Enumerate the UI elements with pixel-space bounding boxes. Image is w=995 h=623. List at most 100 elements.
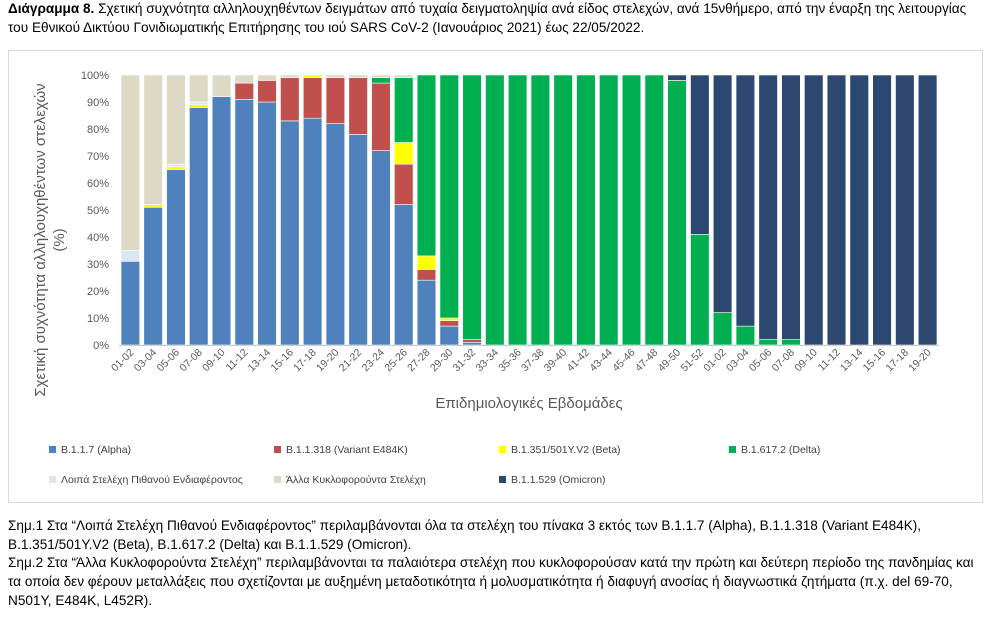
bar-segment bbox=[872, 74, 892, 346]
bar-segment bbox=[804, 74, 824, 346]
x-tick-label: 13-14 bbox=[246, 347, 274, 375]
x-tick-label: 17-18 bbox=[883, 347, 911, 375]
bar-segment bbox=[371, 82, 391, 151]
bar-segment bbox=[553, 74, 573, 346]
bar-segment bbox=[325, 77, 346, 124]
bar-segment bbox=[280, 77, 300, 122]
x-tick-label: 21-22 bbox=[337, 347, 365, 375]
legend-swatch bbox=[499, 446, 506, 453]
bar-segment bbox=[917, 74, 938, 346]
bar-segment bbox=[416, 269, 437, 281]
x-tick-label: 19-20 bbox=[906, 347, 934, 375]
bar-segment bbox=[211, 96, 232, 346]
x-tick-label: 45-46 bbox=[610, 347, 638, 375]
bar-segment bbox=[348, 134, 368, 346]
x-tick-label: 01-02 bbox=[701, 347, 729, 375]
x-tick-label: 35-36 bbox=[496, 347, 524, 375]
bar-segment bbox=[462, 339, 482, 343]
bar-segment bbox=[507, 74, 528, 346]
bar-segment bbox=[599, 74, 619, 346]
legend-swatch bbox=[274, 446, 281, 453]
x-tick-label: 03-04 bbox=[724, 347, 752, 375]
bar-segment bbox=[735, 74, 756, 327]
bar-segment bbox=[143, 74, 163, 205]
y-tick-label: 20% bbox=[87, 286, 109, 298]
y-tick-label: 70% bbox=[87, 151, 109, 163]
x-tick-label: 07-08 bbox=[770, 347, 798, 375]
bar-segment bbox=[325, 74, 346, 78]
x-tick-label: 23-24 bbox=[360, 347, 388, 375]
y-tick-label: 100% bbox=[81, 70, 109, 82]
x-tick-label: 11-12 bbox=[223, 347, 250, 374]
bar-segment bbox=[439, 325, 459, 346]
caption-text: Σχετική συχνότητα αλληλουχηθέντων δειγμά… bbox=[8, 1, 967, 35]
chart-frame: 0% 10% 20% 30% 40% 50% 60% 70% 80% 90% 100% 01-02 03… bbox=[8, 50, 983, 503]
x-tick-label: 09-10 bbox=[792, 347, 820, 375]
legend-swatch bbox=[729, 446, 736, 453]
bar-segment bbox=[485, 74, 505, 346]
bar-segment bbox=[143, 204, 163, 208]
bar-segment bbox=[644, 74, 664, 346]
bar-segment bbox=[143, 207, 163, 346]
bar-segment bbox=[257, 101, 277, 346]
bar-segment bbox=[394, 204, 414, 346]
x-tick-label: 11-12 bbox=[816, 347, 843, 374]
bar-segment bbox=[166, 169, 186, 346]
y-tick-label: 10% bbox=[87, 313, 109, 325]
x-tick-label: 31-32 bbox=[451, 347, 479, 375]
x-tick-label: 29-30 bbox=[428, 347, 456, 375]
bar-segment bbox=[325, 123, 346, 346]
bar-segment bbox=[234, 82, 254, 100]
footnote-2: Σημ.2 Στα “Άλλα Κυκλοφορούντα Στελέχη” π… bbox=[8, 555, 974, 608]
legend-label: B.1.1.529 (Omicron) bbox=[511, 474, 606, 486]
bar-segment bbox=[781, 339, 801, 346]
bar-segment bbox=[166, 163, 186, 168]
x-tick-label: 39-40 bbox=[542, 347, 570, 375]
legend-label: B.1.351/501Y.V2 (Beta) bbox=[511, 444, 621, 456]
bar-segment bbox=[166, 166, 186, 170]
bar-segment bbox=[849, 74, 869, 346]
x-tick-label: 37-38 bbox=[519, 347, 547, 375]
x-tick-label: 13-14 bbox=[838, 347, 866, 375]
bar-segment bbox=[690, 234, 710, 346]
bar-segment bbox=[348, 74, 368, 78]
bar-segment bbox=[758, 339, 778, 346]
bar-segment bbox=[667, 80, 687, 346]
bar-segment bbox=[530, 74, 551, 346]
x-tick-label: 27-28 bbox=[405, 347, 433, 375]
bar-segment bbox=[280, 74, 300, 78]
caption-label: Διάγραμμα 8. bbox=[8, 1, 95, 16]
legend-label: B.1.1.318 (Variant E484K) bbox=[286, 444, 408, 456]
bar-segment bbox=[371, 77, 391, 84]
bar-segment bbox=[302, 117, 323, 346]
bar-segment bbox=[667, 74, 687, 81]
legend-swatch bbox=[49, 476, 56, 483]
bar-segment bbox=[895, 74, 915, 346]
bar-segment bbox=[302, 74, 323, 78]
x-tick-label: 03-04 bbox=[132, 347, 160, 375]
bar-segment bbox=[189, 107, 209, 346]
bar-segment bbox=[758, 74, 778, 340]
bar-segment bbox=[781, 74, 801, 340]
bar-segment bbox=[211, 74, 232, 97]
legend-label: B.1.617.2 (Delta) bbox=[741, 444, 820, 456]
y-tick-label: 0% bbox=[93, 340, 109, 352]
x-tick-label: 01-02 bbox=[109, 347, 137, 375]
legend-label: B.1.1.7 (Alpha) bbox=[61, 444, 131, 456]
bar-segment bbox=[394, 77, 414, 143]
bar-segment bbox=[439, 74, 459, 319]
x-tick-label: 47-48 bbox=[633, 347, 661, 375]
x-tick-label: 19-20 bbox=[314, 347, 342, 375]
y-tick-label: 80% bbox=[87, 124, 109, 136]
bar-segment bbox=[189, 74, 209, 103]
y-tick-label: 40% bbox=[87, 232, 109, 244]
bar-segment bbox=[280, 120, 300, 346]
bar-segment bbox=[394, 74, 414, 78]
y-tick-label: 90% bbox=[87, 97, 109, 109]
x-tick-label: 15-16 bbox=[861, 347, 889, 375]
bar-segment bbox=[416, 279, 437, 346]
bar-segment bbox=[394, 163, 414, 205]
bar-segment bbox=[120, 261, 141, 346]
legend-swatch bbox=[274, 476, 281, 483]
bar-segment bbox=[462, 74, 482, 340]
